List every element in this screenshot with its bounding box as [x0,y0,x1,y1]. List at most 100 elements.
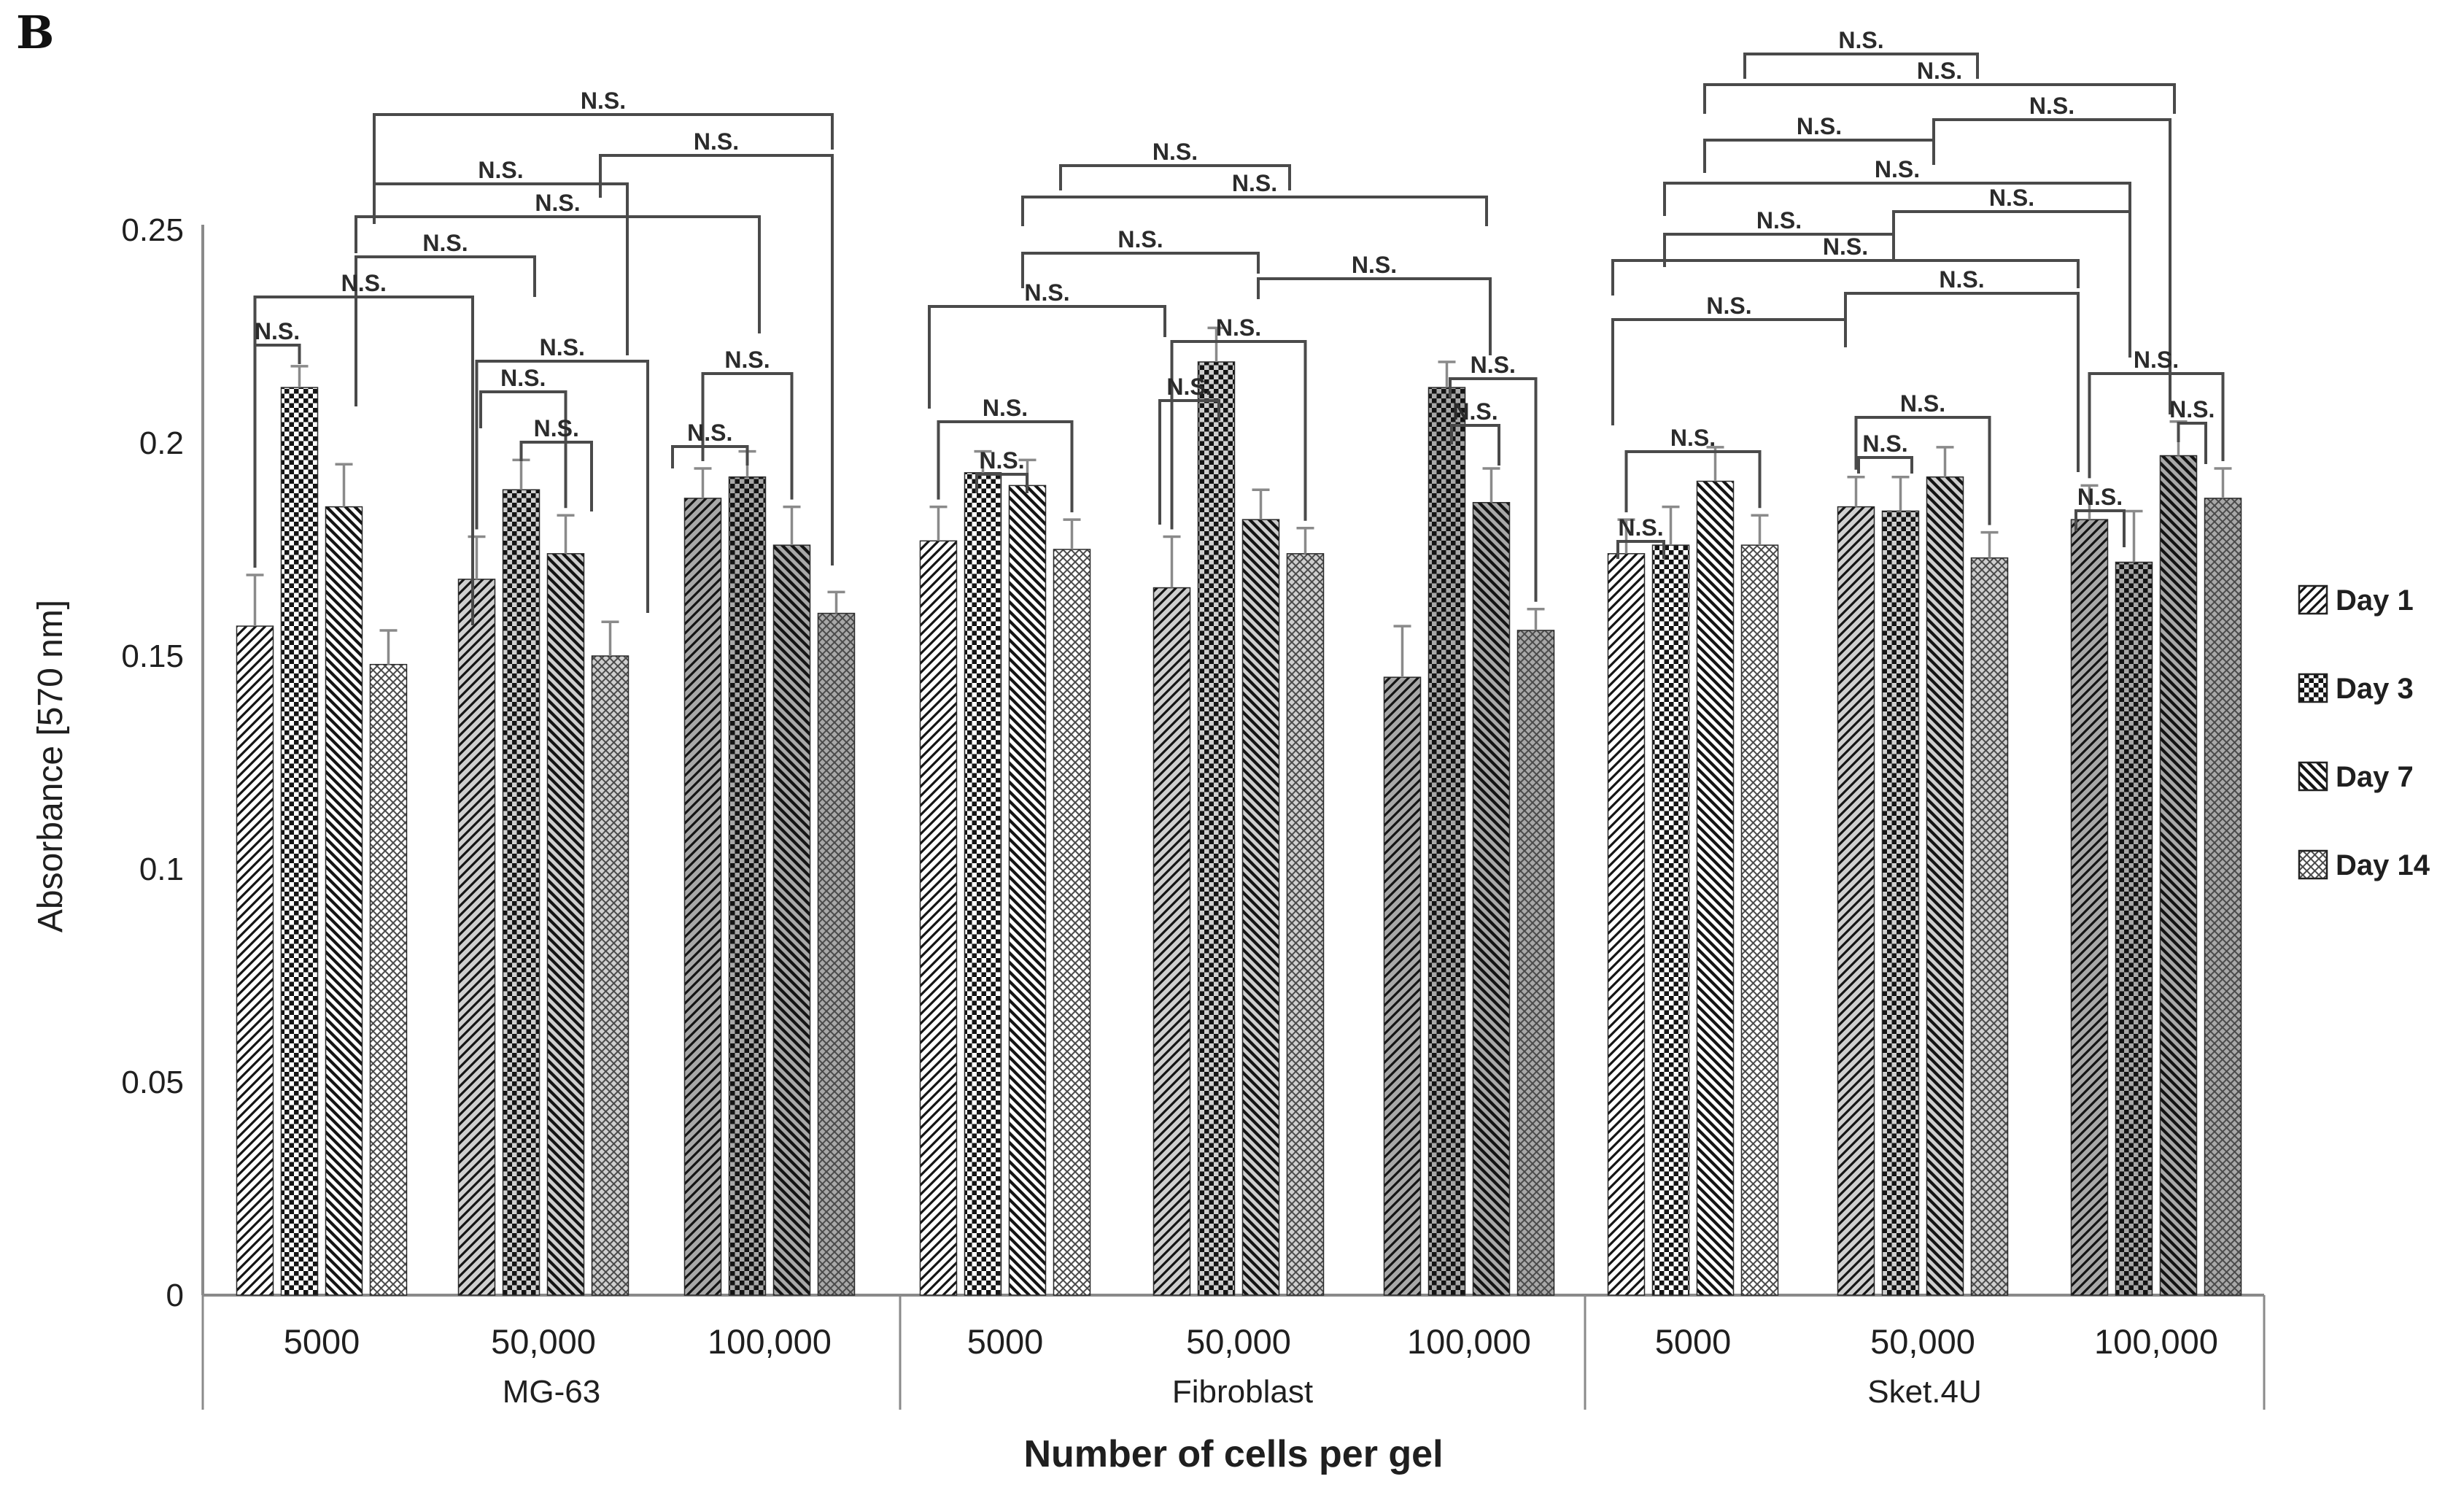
ns-label: N.S. [1216,314,1261,341]
ns-bracket [2074,509,2126,547]
ns-label: N.S. [1838,27,1883,53]
ns-label: N.S. [500,365,546,391]
bar-diagonal-up-stripes [919,540,958,1296]
ns-label: N.S. [1875,156,1920,182]
ns-label: N.S. [1618,514,1663,541]
ns-bracket [599,154,834,565]
legend-label: Day 1 [2336,584,2414,617]
ns-bracket [355,215,761,333]
bar-crosshatch [1516,630,1555,1296]
ns-bracket [1021,196,1488,226]
ns-label: N.S. [694,128,739,155]
ns-label: N.S. [1452,398,1498,425]
y-tick-label: 0.25 [121,212,184,248]
ns-bracket [1611,259,2080,296]
bar-checkerboard [1427,387,1466,1296]
bar-diagonal-up-stripes [236,625,274,1296]
ns-bracket [1663,233,1895,267]
ns-bracket [1663,182,2131,216]
ns-label: N.S. [1797,113,1842,139]
ns-label: N.S. [2029,93,2074,119]
ns-bracket [1703,83,2176,114]
bar-diagonal-up-stripes [2070,519,2109,1296]
bar-diagonal-up-stripes [1383,676,1422,1296]
ns-label: N.S. [1117,226,1163,252]
bar-checkerboard [1651,544,1690,1296]
bar-diagonal-down-stripes [1696,480,1735,1296]
ns-bracket [1021,252,1260,288]
ns-label: N.S. [1232,170,1277,196]
ns-bracket [2088,372,2225,479]
ns-bracket [373,182,629,355]
bar-diagonal-down-stripes [1926,476,1964,1296]
ns-bracket [1170,340,1307,530]
x-tick-label: 5000 [284,1322,360,1361]
checkerboard-swatch-icon [2298,673,2328,703]
ns-bracket [1703,139,1935,173]
ns-bracket [937,420,1074,513]
ns-bracket [671,445,749,468]
ns-bracket [479,390,567,509]
ns-bracket [1932,118,2172,414]
y-tick-label: 0.1 [139,852,184,887]
ns-bracket [355,255,536,406]
bar-diagonal-down-stripes [1008,484,1047,1296]
bar-crosshatch [591,655,629,1296]
panel-label: B [16,6,55,59]
ns-bracket [1844,292,2080,472]
bar-diagonal-down-stripes [546,553,585,1296]
ns-bracket [1624,450,1762,513]
y-tick-label: 0.15 [121,638,184,674]
y-tick-label: 0 [166,1278,184,1313]
ns-bracket [1059,164,1291,190]
ns-label: N.S. [1024,279,1069,306]
bar-diagonal-up-stripes [457,579,496,1296]
bar-diagonal-down-stripes [772,544,811,1296]
ns-label: N.S. [2134,347,2179,373]
ns-label: N.S. [341,270,387,296]
ns-bracket [975,473,1028,493]
bar-diagonal-down-stripes [1472,502,1511,1296]
y-axis-title: Absorbance [570 nm] [31,600,70,932]
ns-label: N.S. [1706,293,1751,319]
ns-label: N.S. [1756,207,1802,233]
ns-label: N.S. [1900,390,1945,417]
ns-label: N.S. [540,334,585,360]
ns-bracket [519,441,593,511]
ns-label: N.S. [581,88,626,114]
x-tick-label: 50,000 [1870,1322,1975,1361]
ns-bracket [1611,318,1847,425]
ns-label: N.S. [1471,352,1516,378]
ns-label: N.S. [983,395,1028,421]
ns-label: N.S. [2169,396,2215,422]
bar-crosshatch [2204,498,2242,1296]
bar-crosshatch [817,612,856,1296]
ns-label: N.S. [1989,185,2034,211]
bar-diagonal-up-stripes [1152,587,1191,1296]
ns-bracket [253,344,301,568]
ns-label: N.S. [1917,58,1962,84]
ns-bracket [475,360,649,613]
ns-bracket [1854,416,1991,525]
legend-label: Day 7 [2336,761,2414,793]
bar-crosshatch [369,663,408,1296]
y-tick-label: 0.2 [139,425,184,461]
x-tick-label: 100,000 [1407,1322,1531,1361]
ns-bracket [1857,456,1913,474]
y-tick-label: 0.05 [121,1065,184,1100]
ns-bracket [373,113,834,184]
ns-label: N.S. [1862,430,1907,457]
bar-checkerboard [964,472,1002,1296]
ns-label: N.S. [979,447,1024,474]
diagonal-up-stripes-swatch-icon [2298,584,2328,615]
group-label: MG-63 [503,1374,600,1410]
ns-label: N.S. [724,347,770,373]
bar-crosshatch [1286,553,1325,1296]
bar-diagonal-up-stripes [1607,553,1646,1296]
ns-label: N.S. [1352,252,1397,278]
ns-label: N.S. [1823,233,1868,260]
ns-label: N.S. [2077,484,2123,510]
ns-label: N.S. [422,230,468,256]
